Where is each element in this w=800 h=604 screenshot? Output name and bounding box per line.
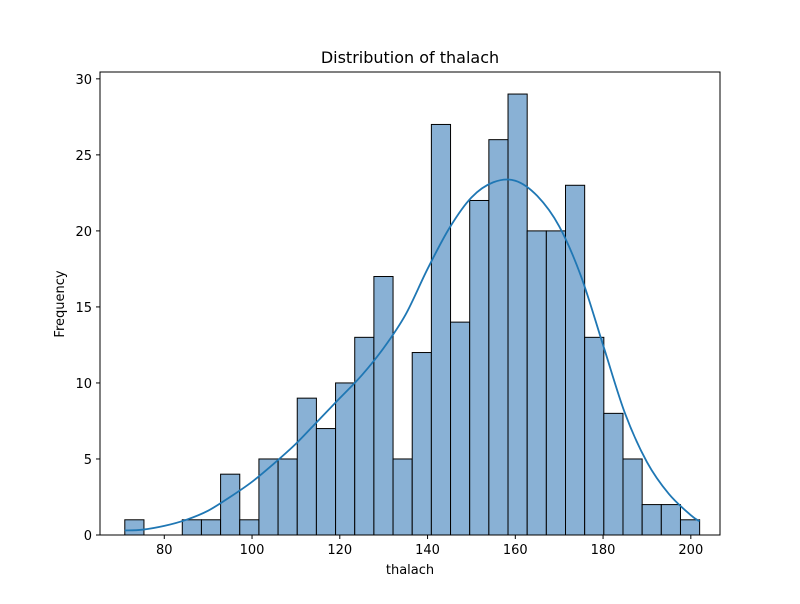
y-axis-ticks: 0 5 10 15 20 25 30 (75, 73, 100, 544)
histogram-bar (660, 504, 681, 536)
histogram-bar (469, 199, 490, 536)
histogram-bar (641, 504, 662, 536)
histogram-bar (220, 473, 241, 536)
x-axis-label: thalach (386, 563, 434, 578)
histogram-bar (430, 123, 452, 536)
x-tick-label: 140 (415, 543, 440, 558)
histogram-bar (622, 458, 643, 536)
histogram-bar (277, 458, 298, 536)
x-tick-label: 100 (240, 543, 265, 558)
y-tick-label: 5 (84, 453, 92, 468)
histogram-bar (565, 184, 586, 536)
histogram-bar (315, 428, 337, 536)
y-axis-label: Frequency (53, 270, 68, 337)
histogram-bar (354, 336, 375, 536)
y-tick-label: 15 (75, 301, 92, 316)
histogram-bar (545, 230, 567, 536)
histogram-bar (200, 519, 222, 536)
y-tick-label: 20 (75, 225, 92, 240)
histogram-bar (603, 412, 624, 536)
kde-layer (124, 178, 701, 532)
histogram-bar (296, 397, 317, 536)
histogram-bar (411, 352, 432, 536)
x-tick-label: 200 (678, 543, 703, 558)
histogram-bar (124, 519, 145, 536)
kde-curve (124, 178, 701, 532)
chart-title: Distribution of thalach (321, 48, 499, 67)
histogram-bar (392, 458, 413, 536)
y-tick-label: 10 (75, 377, 92, 392)
histogram-bar (584, 336, 605, 536)
x-tick-label: 160 (503, 543, 528, 558)
histogram-bar (258, 458, 279, 536)
histogram-bar (373, 276, 394, 536)
histogram-bar (450, 321, 471, 536)
histogram-bar (507, 93, 528, 536)
x-tick-label: 80 (156, 543, 173, 558)
histogram-bar (488, 139, 509, 536)
histogram-bar (239, 519, 260, 536)
y-tick-label: 30 (75, 73, 92, 88)
histogram-bar (679, 519, 701, 536)
x-tick-label: 180 (591, 543, 616, 558)
histogram-bar (181, 519, 202, 536)
y-tick-label: 0 (84, 529, 92, 544)
histogram-bar (335, 382, 356, 536)
histogram-bar (526, 230, 547, 536)
plot-frame (99, 71, 721, 536)
x-axis-ticks: 80 100 120 140 160 180 200 (156, 535, 703, 558)
y-tick-label: 25 (75, 149, 92, 164)
bars-layer (124, 93, 701, 536)
x-tick-label: 120 (327, 543, 352, 558)
